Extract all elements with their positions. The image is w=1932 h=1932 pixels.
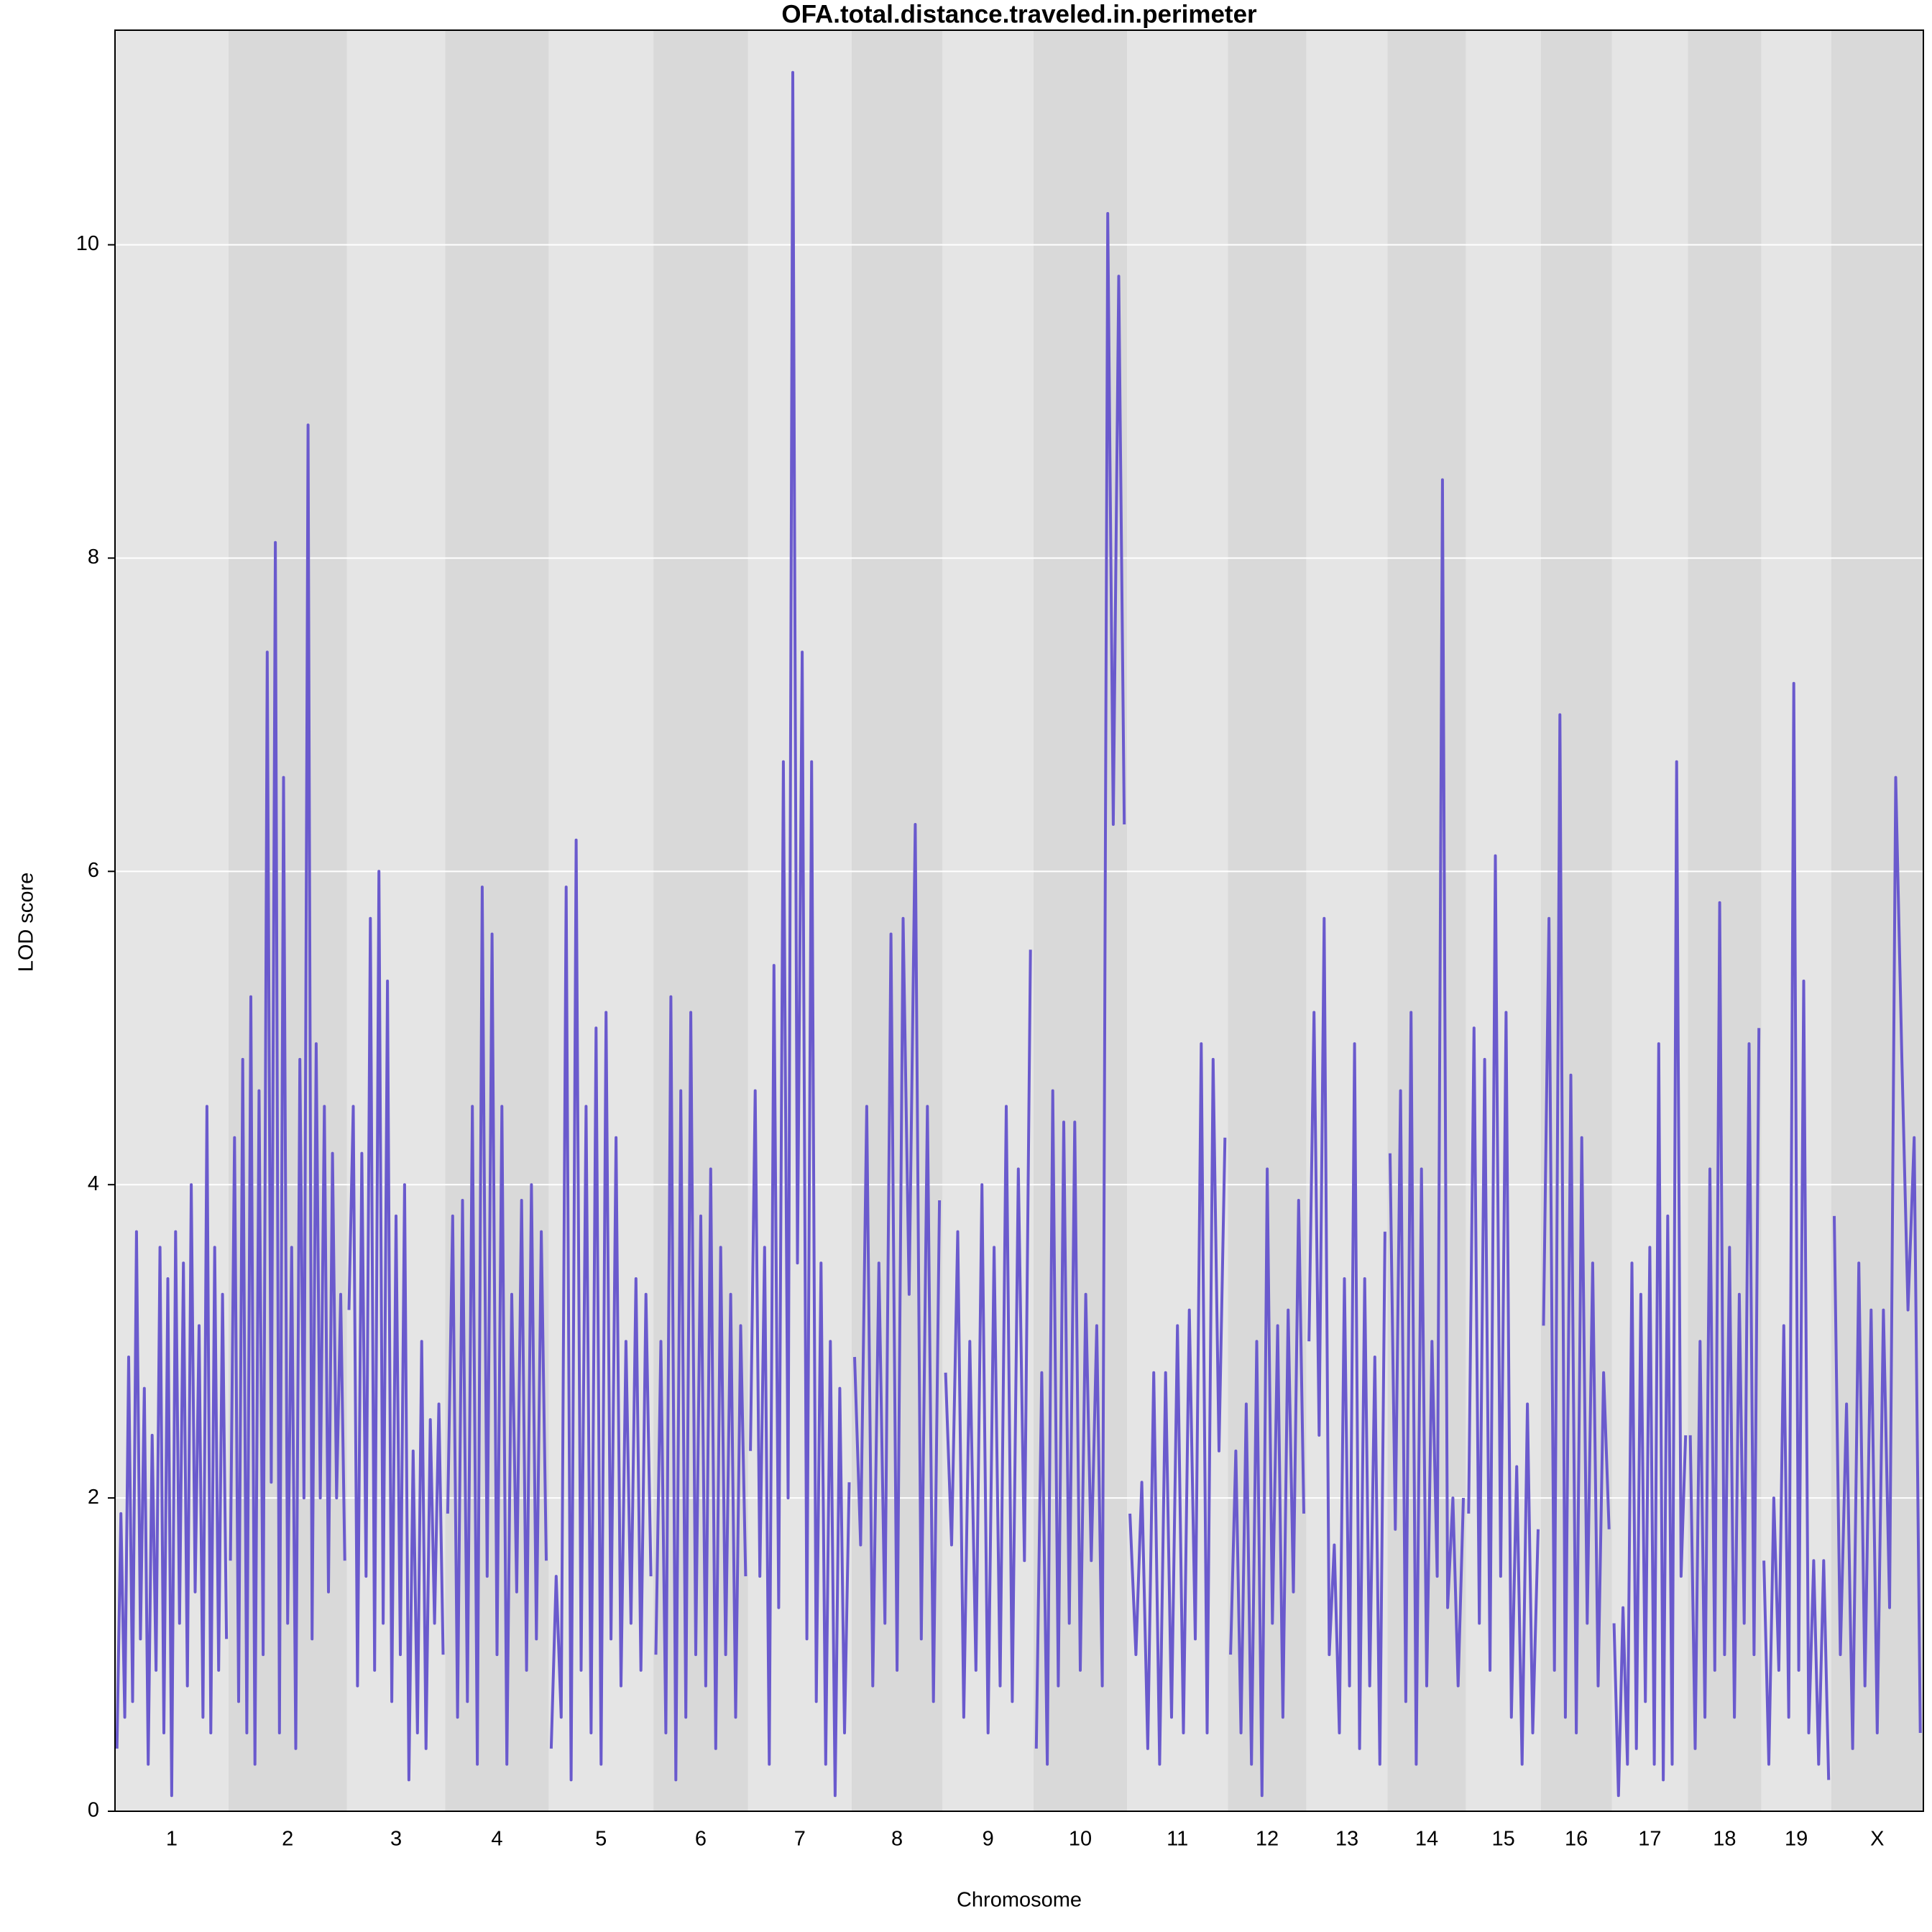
x-tick-label: X (1870, 1828, 1884, 1851)
x-tick-label: 11 (1167, 1828, 1188, 1851)
lod-line (654, 995, 748, 1782)
lod-line (549, 838, 653, 1782)
x-tick-label: 9 (983, 1828, 994, 1851)
x-tick-label: 17 (1638, 1828, 1661, 1851)
x-tick-label: 19 (1785, 1828, 1808, 1851)
lod-line (749, 70, 851, 1798)
x-tick-label: 3 (390, 1828, 402, 1851)
lod-line (1128, 1042, 1227, 1766)
plot-frame (114, 29, 1924, 1812)
chromosome-band (1831, 30, 1923, 1811)
x-tick-label: 10 (1069, 1828, 1092, 1851)
x-tick-label: 6 (695, 1828, 707, 1851)
x-tick-label: 14 (1415, 1828, 1438, 1851)
x-tick-label: 12 (1256, 1828, 1279, 1851)
y-axis-label: LOD score (15, 873, 38, 972)
chromosome-band (548, 30, 654, 1811)
x-tick-label: 4 (491, 1828, 502, 1851)
lod-line (115, 1105, 229, 1798)
lod-line (1688, 901, 1761, 1750)
lod-line (1542, 713, 1611, 1734)
lod-line (853, 823, 942, 1703)
chart-title: OFA.total.distance.traveled.in.perimeter (781, 0, 1257, 28)
lod-line (1389, 478, 1465, 1766)
y-tick-label: 0 (88, 1799, 99, 1822)
y-tick-label: 2 (88, 1486, 99, 1509)
lod-lines (115, 70, 1922, 1798)
x-tick-label: 13 (1335, 1828, 1358, 1851)
y-tick-label: 6 (88, 859, 99, 882)
chromosome-band (346, 30, 446, 1811)
x-tick-label: 1 (166, 1828, 178, 1851)
chromosome-band (942, 30, 1034, 1811)
x-axis-label: Chromosome (957, 1889, 1082, 1912)
lod-line (944, 949, 1032, 1734)
lod-line (1833, 776, 1922, 1750)
x-tick-label: 16 (1565, 1828, 1588, 1851)
x-tick-label: 18 (1713, 1828, 1736, 1851)
lod-line (347, 870, 445, 1782)
y-tick-label: 10 (76, 232, 99, 255)
lod-line (1307, 916, 1386, 1766)
lod-line (1467, 854, 1540, 1766)
lod-line (1612, 760, 1688, 1798)
lod-line (446, 886, 548, 1766)
x-tick-label: 8 (891, 1828, 903, 1851)
x-tick-label: 7 (794, 1828, 806, 1851)
x-tick-label: 15 (1492, 1828, 1515, 1851)
y-tick-label: 4 (88, 1172, 99, 1195)
lod-line (1034, 212, 1126, 1766)
lod-line (229, 423, 346, 1766)
lod-line (1229, 1167, 1305, 1798)
x-tick-label: 5 (595, 1828, 607, 1851)
lod-line (1762, 681, 1831, 1780)
y-tick-label: 8 (88, 546, 99, 569)
x-tick-label: 2 (282, 1828, 293, 1851)
